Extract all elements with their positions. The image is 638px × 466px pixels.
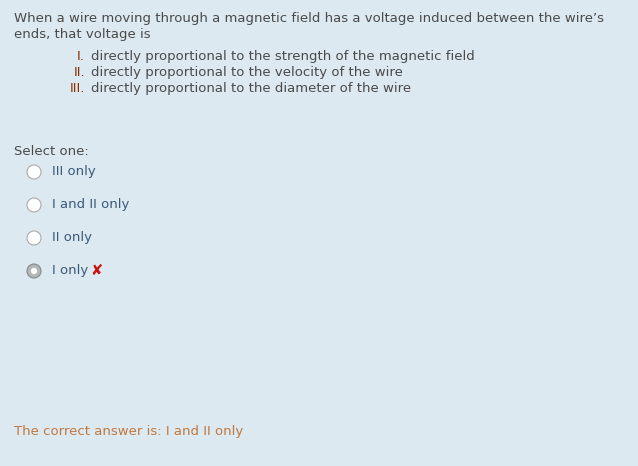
Text: directly proportional to the velocity of the wire: directly proportional to the velocity of… xyxy=(91,66,403,79)
Text: ✘: ✘ xyxy=(90,263,102,278)
Circle shape xyxy=(27,165,41,179)
Text: II only: II only xyxy=(52,231,92,244)
Text: I.: I. xyxy=(77,50,85,63)
Text: directly proportional to the strength of the magnetic field: directly proportional to the strength of… xyxy=(91,50,475,63)
Circle shape xyxy=(27,198,41,212)
Text: ends, that voltage is: ends, that voltage is xyxy=(14,28,151,41)
Text: III.: III. xyxy=(70,82,85,95)
Text: III only: III only xyxy=(52,165,96,178)
Circle shape xyxy=(27,231,41,245)
Text: The correct answer is: I and II only: The correct answer is: I and II only xyxy=(14,425,243,438)
Text: Select one:: Select one: xyxy=(14,145,89,158)
Text: directly proportional to the diameter of the wire: directly proportional to the diameter of… xyxy=(91,82,411,95)
Text: When a wire moving through a magnetic field has a voltage induced between the wi: When a wire moving through a magnetic fi… xyxy=(14,12,604,25)
Text: I and II only: I and II only xyxy=(52,198,130,211)
Circle shape xyxy=(27,264,41,278)
Text: I only: I only xyxy=(52,264,88,277)
Circle shape xyxy=(31,268,37,274)
Text: II.: II. xyxy=(73,66,85,79)
